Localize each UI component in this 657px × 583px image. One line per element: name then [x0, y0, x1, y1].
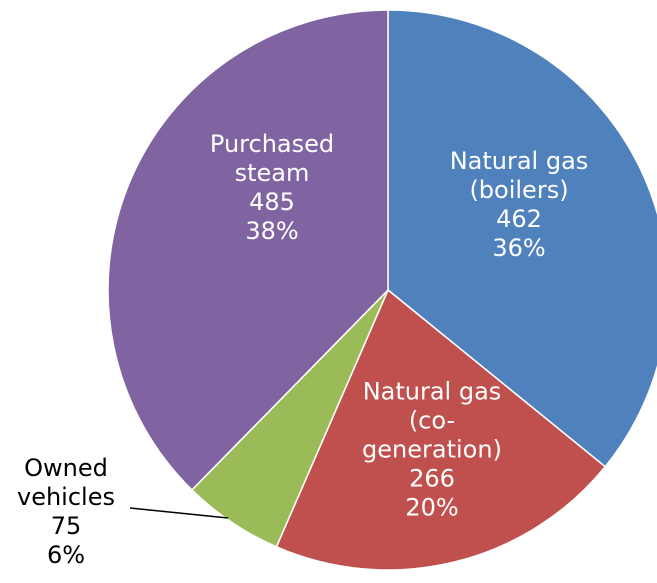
category-label: Owned vehicles: [17, 454, 115, 511]
leader-line: [129, 507, 229, 519]
value-label: 485: [249, 188, 295, 216]
value-label: 266: [409, 464, 455, 493]
category-label: Natural gas (co-generation): [362, 377, 502, 464]
percent-label: 6%: [46, 541, 86, 569]
category-label: Purchased steam: [209, 130, 335, 187]
pie-slice: [107, 9, 389, 491]
value-label: 75: [50, 512, 82, 540]
percent-label: 20%: [405, 493, 459, 522]
pie-slice: [387, 9, 657, 468]
slice-label: Natural gas (co-generation) 266 20%: [345, 378, 520, 523]
percent-label: 36%: [492, 234, 546, 262]
value-label: 462: [496, 205, 542, 233]
slice-label: Owned vehicles 75 6%: [1, 454, 131, 570]
category-label: Natural gas (boilers): [449, 147, 589, 204]
pie-slice: [275, 288, 607, 571]
slice-label: Purchased steam 485 38%: [187, 130, 357, 246]
slice-label: Natural gas (boilers) 462 36%: [429, 147, 609, 263]
percent-label: 38%: [245, 217, 299, 245]
